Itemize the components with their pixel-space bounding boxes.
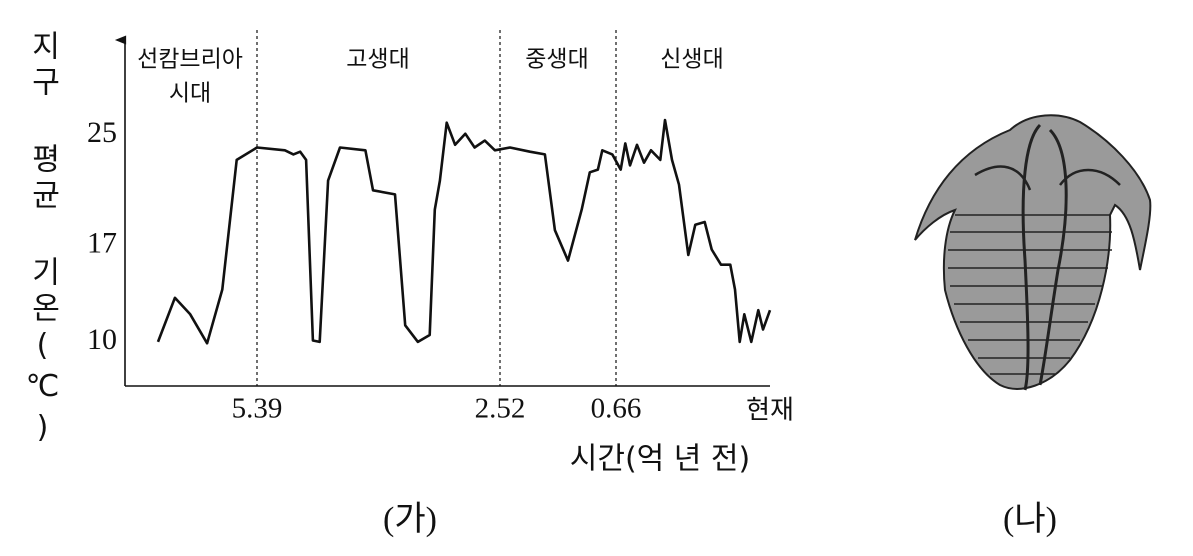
x-tick-label: 현재 xyxy=(746,396,794,426)
y-axis-label: 지구 평균 기온(℃) xyxy=(25,30,60,451)
y-tick-label: 25 xyxy=(87,116,117,149)
y-tick-label: 17 xyxy=(87,226,117,259)
era-label: 고생대 xyxy=(346,47,409,73)
temperature-line xyxy=(156,118,772,345)
x-tick-label: 2.52 xyxy=(475,393,526,425)
era-label: 중생대 xyxy=(525,47,588,73)
y-tick-label: 10 xyxy=(87,323,117,356)
x-tick-label: 5.39 xyxy=(232,393,283,425)
era-label: 시대 xyxy=(169,81,211,107)
caption: (나) xyxy=(1003,501,1057,538)
era-label: 신생대 xyxy=(660,47,723,73)
x-axis-label: 시간(억 년 전) xyxy=(570,442,750,477)
caption: (가) xyxy=(383,501,437,538)
era-label: 선캄브리아 xyxy=(137,47,243,73)
x-tick-label: 0.66 xyxy=(591,393,642,425)
trilobite xyxy=(914,114,1152,391)
